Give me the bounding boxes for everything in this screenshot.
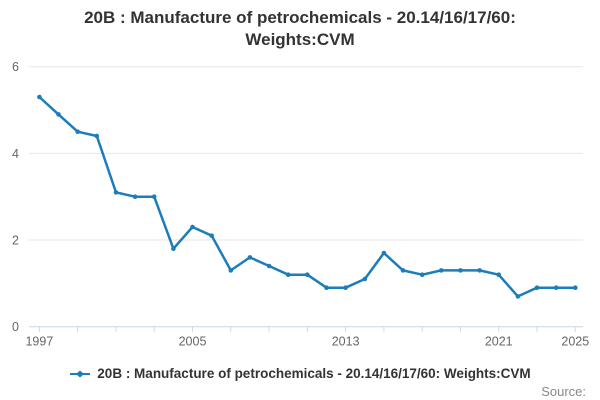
legend-label: 20B : Manufacture of petrochemicals - 20… [97,366,531,381]
data-point [305,272,310,278]
data-point [113,190,119,195]
data-point [362,276,368,282]
data-point [132,194,138,199]
y-tick-label: 4 [12,147,19,161]
data-point [266,263,272,269]
data-point [324,285,329,291]
data-point [171,246,176,251]
y-tick-label: 0 [12,320,19,334]
data-point [439,268,444,273]
legend-item[interactable]: 20B : Manufacture of petrochemicals - 20… [0,366,600,381]
source-label: Source: [541,384,586,399]
data-point [553,285,559,291]
y-tick-label: 6 [12,60,19,74]
x-tick-label: 2005 [179,335,207,349]
data-point [419,272,425,278]
data-point [496,272,502,278]
x-axis-ticks [38,326,576,332]
data-point [343,285,348,291]
x-tick-label: 2021 [485,335,513,349]
data-point [56,112,61,117]
data-point [400,268,406,273]
series-markers [37,94,578,299]
series-line [38,95,577,298]
data-point [151,194,157,199]
data-point [573,285,578,291]
data-point [534,285,540,291]
x-axis-labels: 1997 2005 2013 2021 2025 [25,335,589,349]
data-point [247,255,253,260]
x-tick-label: 2025 [561,335,589,349]
x-tick-label: 2013 [332,335,360,349]
legend-line-marker-icon [69,369,91,379]
data-point [228,268,234,273]
data-point [94,133,100,139]
data-point [515,294,521,299]
chart-title: 20B : Manufacture of petrochemicals - 20… [84,8,516,49]
y-tick-label: 2 [12,234,19,248]
y-gridlines [29,66,583,241]
data-point [190,224,195,230]
y-axis-labels: 0 2 4 6 [12,60,19,334]
data-point [381,250,387,256]
data-point [458,268,463,273]
data-point [75,129,80,134]
data-point [285,272,291,278]
x-tick-label: 1997 [25,335,53,349]
data-point [37,94,42,100]
data-point [477,268,482,273]
data-point [209,233,214,238]
